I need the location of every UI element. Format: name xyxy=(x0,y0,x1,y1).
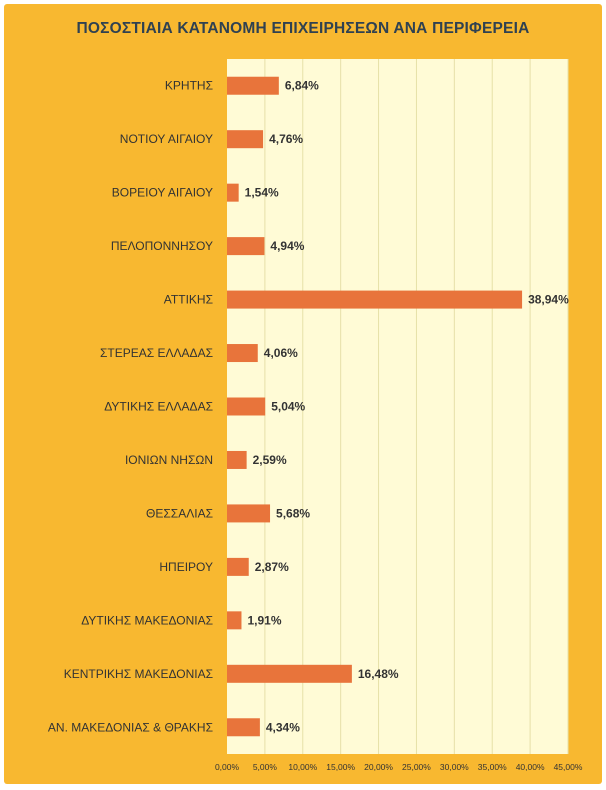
category-label: ΚΡΗΤΗΣ xyxy=(165,79,213,93)
plot-area xyxy=(227,59,568,754)
bar xyxy=(227,290,523,309)
bar xyxy=(227,504,271,523)
x-tick-label: 15,00% xyxy=(326,762,355,772)
data-label: 2,87% xyxy=(255,560,289,574)
bar xyxy=(227,450,247,469)
data-label: 4,34% xyxy=(266,720,300,734)
bar xyxy=(227,183,239,202)
category-label: ΑΤΤΙΚΗΣ xyxy=(164,293,213,307)
data-label: 4,06% xyxy=(264,346,298,360)
data-label: 5,68% xyxy=(276,506,310,520)
x-tick-label: 30,00% xyxy=(440,762,469,772)
x-tick-label: 25,00% xyxy=(402,762,431,772)
bar xyxy=(227,76,279,95)
chart-title: ΠΟΣΟΣΤΙΑΙΑ ΚΑΤΑΝΟΜΗ ΕΠΙΧΕΙΡΗΣΕΩΝ ΑΝΑ ΠΕΡ… xyxy=(76,20,530,37)
data-label: 5,04% xyxy=(271,400,305,414)
category-label: ΙΟΝΙΩΝ ΝΗΣΩΝ xyxy=(125,453,213,467)
category-label: ΗΠΕΙΡΟΥ xyxy=(159,560,213,574)
category-label: ΠΕΛΟΠΟΝΝΗΣΟΥ xyxy=(111,239,213,253)
bar xyxy=(227,664,352,683)
category-label: ΔΥΤΙΚΗΣ ΜΑΚΕΔΟΝΙΑΣ xyxy=(81,613,213,627)
bar xyxy=(227,557,249,576)
data-label: 1,91% xyxy=(247,613,281,627)
x-tick-label: 45,00% xyxy=(554,762,583,772)
data-label: 4,76% xyxy=(269,132,303,146)
x-tick-label: 20,00% xyxy=(364,762,393,772)
bar xyxy=(227,130,264,149)
category-label: ΘΕΣΣΑΛΙΑΣ xyxy=(146,506,213,520)
category-label: ΝΟΤΙΟΥ ΑΙΓΑΙΟΥ xyxy=(120,132,213,146)
data-label: 1,54% xyxy=(245,186,279,200)
category-label: ΑΝ. ΜΑΚΕΔΟΝΙΑΣ & ΘΡΑΚΗΣ xyxy=(48,720,213,734)
data-label: 2,59% xyxy=(253,453,287,467)
data-label: 6,84% xyxy=(285,79,319,93)
x-tick-label: 5,00% xyxy=(253,762,278,772)
x-tick-label: 40,00% xyxy=(516,762,545,772)
category-label: ΣΤΕΡΕΑΣ ΕΛΛΑΔΑΣ xyxy=(100,346,213,360)
bar xyxy=(227,397,266,416)
category-label: ΚΕΝΤΡΙΚΗΣ ΜΑΚΕΔΟΝΙΑΣ xyxy=(64,667,213,681)
bar xyxy=(227,237,265,256)
x-tick-label: 0,00% xyxy=(215,762,240,772)
category-label: ΔΥΤΙΚΗΣ ΕΛΛΑΔΑΣ xyxy=(104,400,213,414)
bar xyxy=(227,718,260,737)
category-label: ΒΟΡΕΙΟΥ ΑΙΓΑΙΟΥ xyxy=(112,186,213,200)
data-label: 16,48% xyxy=(358,667,399,681)
x-tick-label: 10,00% xyxy=(288,762,317,772)
bar xyxy=(227,344,258,363)
x-tick-label: 35,00% xyxy=(478,762,507,772)
data-label: 38,94% xyxy=(528,293,569,307)
data-label: 4,94% xyxy=(270,239,304,253)
bar xyxy=(227,611,242,630)
